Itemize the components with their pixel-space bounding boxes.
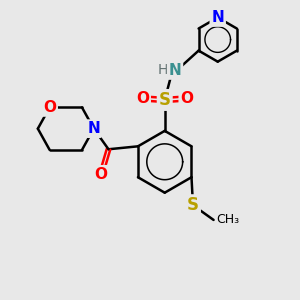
Text: N: N xyxy=(211,10,224,25)
Text: S: S xyxy=(159,91,171,109)
Text: O: O xyxy=(43,100,56,115)
Text: N: N xyxy=(87,121,100,136)
Text: O: O xyxy=(180,91,193,106)
Text: O: O xyxy=(136,91,149,106)
Text: O: O xyxy=(94,167,108,182)
Text: H: H xyxy=(158,64,168,77)
Text: S: S xyxy=(187,196,199,214)
Text: CH₃: CH₃ xyxy=(217,213,240,226)
Text: N: N xyxy=(169,63,182,78)
